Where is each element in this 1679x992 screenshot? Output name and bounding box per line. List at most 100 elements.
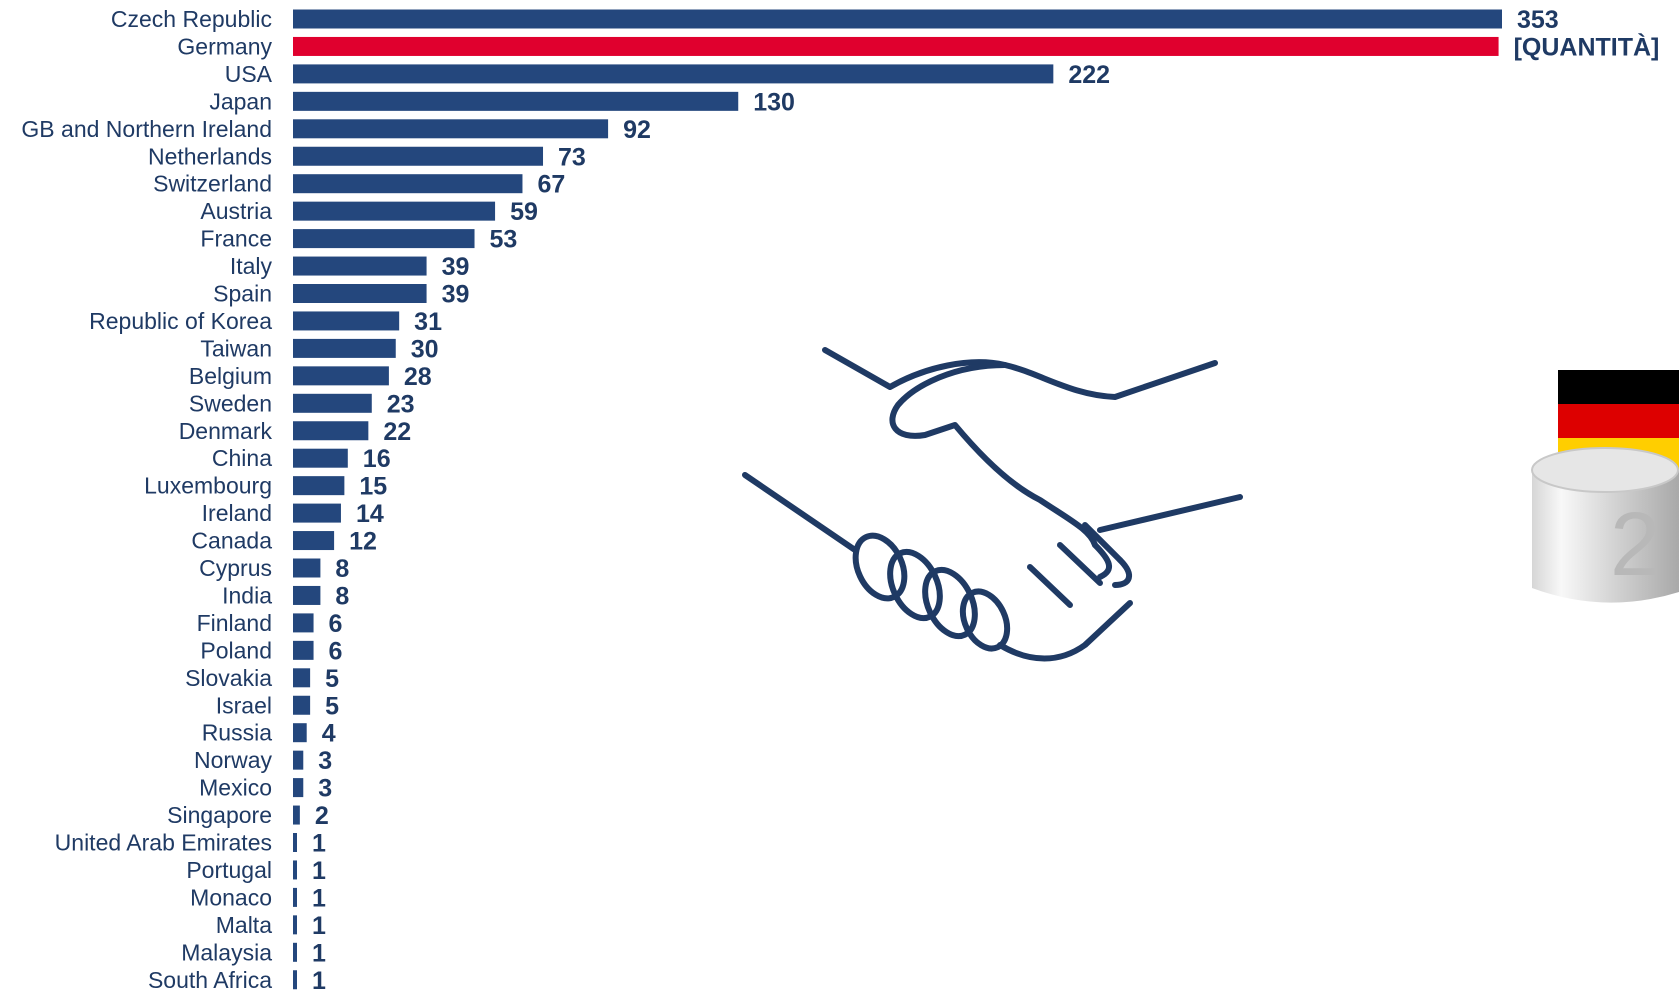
bar-21 (293, 585, 321, 605)
bar-14 (293, 393, 372, 413)
value-label: 39 (442, 253, 470, 281)
category-label: Singapore (167, 802, 272, 828)
value-label: 6 (329, 610, 343, 638)
bar-18 (293, 503, 341, 523)
value-label: 1 (312, 830, 326, 858)
bars-group (293, 9, 1502, 990)
value-label: 8 (335, 555, 349, 583)
value-label: 67 (537, 171, 565, 199)
category-label: Republic of Korea (89, 308, 272, 334)
category-label: United Arab Emirates (55, 830, 272, 856)
bar-7 (293, 201, 496, 221)
bar-12 (293, 338, 396, 358)
value-label: 1 (312, 939, 326, 967)
value-label: 92 (623, 116, 651, 144)
value-label: 1 (312, 884, 326, 912)
category-label: Norway (194, 747, 272, 773)
category-label: Israel (216, 692, 272, 718)
value-label: 222 (1068, 61, 1110, 89)
bar-29 (293, 805, 300, 825)
bar-31 (293, 860, 297, 880)
category-label: Switzerland (153, 171, 272, 197)
category-label: France (200, 226, 272, 252)
category-label: GB and Northern Ireland (21, 116, 272, 142)
bar-33 (293, 915, 297, 935)
category-label: Canada (191, 528, 272, 554)
category-label: China (212, 445, 272, 471)
category-label: Slovakia (185, 665, 272, 691)
category-label: Luxembourg (144, 473, 272, 499)
value-label: 23 (387, 390, 415, 418)
value-label: 1 (312, 857, 326, 885)
value-label: 14 (356, 500, 384, 528)
germany-flag-podium: 2 (1531, 370, 1679, 603)
bar-8 (293, 229, 475, 249)
value-label: 3 (318, 747, 332, 775)
bar-6 (293, 174, 523, 194)
bar-19 (293, 531, 335, 551)
value-labels-group: 353[QUANTITÀ]222130927367595339393130282… (312, 6, 1659, 992)
value-label: 31 (414, 308, 442, 336)
bar-2 (293, 64, 1054, 84)
bar-11 (293, 311, 400, 331)
value-label: 353 (1517, 6, 1559, 34)
flag-black-stripe (1558, 370, 1679, 404)
category-label: USA (225, 61, 273, 87)
bar-35 (293, 970, 297, 990)
bar-3 (293, 91, 739, 111)
value-label: 22 (383, 418, 411, 446)
bar-25 (293, 695, 311, 715)
value-label: 2 (315, 802, 329, 830)
category-label: South Africa (148, 967, 272, 992)
handshake-icon (742, 347, 1243, 662)
value-label: 39 (442, 281, 470, 309)
value-label: 130 (753, 88, 795, 116)
category-label: Italy (230, 253, 273, 279)
value-label: 73 (558, 143, 586, 171)
value-label: 1 (312, 912, 326, 940)
bar-24 (293, 668, 311, 688)
bar-1 (293, 36, 1499, 56)
category-label: Sweden (189, 390, 272, 416)
category-label: Monaco (190, 884, 272, 910)
category-label: Germany (177, 33, 272, 59)
bar-26 (293, 723, 307, 743)
category-label: India (222, 582, 272, 608)
category-label: Belgium (189, 363, 272, 389)
bar-32 (293, 887, 297, 907)
value-label: 6 (329, 637, 343, 665)
category-label: Japan (209, 88, 272, 114)
bar-13 (293, 366, 389, 386)
bar-9 (293, 256, 427, 276)
category-label: Spain (213, 281, 272, 307)
bar-16 (293, 448, 348, 468)
bar-27 (293, 750, 304, 770)
category-label: Malaysia (181, 939, 272, 965)
bar-28 (293, 778, 304, 798)
bar-15 (293, 421, 369, 441)
value-label: 5 (325, 692, 339, 720)
category-label: Mexico (199, 775, 272, 801)
value-label: 4 (322, 720, 336, 748)
category-label: Portugal (186, 857, 272, 883)
flag-red-stripe (1558, 404, 1679, 438)
value-label: 16 (363, 445, 391, 473)
bar-4 (293, 119, 609, 139)
category-label: Ireland (202, 500, 272, 526)
bar-30 (293, 833, 297, 852)
value-label: [QUANTITÀ] (1514, 32, 1660, 61)
bar-10 (293, 284, 427, 303)
category-label: Denmark (179, 418, 273, 444)
value-label: 8 (335, 582, 349, 610)
value-label: 3 (318, 775, 332, 803)
value-label: 28 (404, 363, 432, 391)
bar-17 (293, 476, 345, 496)
value-label: 12 (349, 528, 377, 556)
bar-5 (293, 146, 544, 166)
category-label: Malta (216, 912, 272, 938)
value-label: 30 (411, 335, 439, 363)
category-label: Taiwan (200, 335, 272, 361)
value-label: 59 (510, 198, 538, 226)
